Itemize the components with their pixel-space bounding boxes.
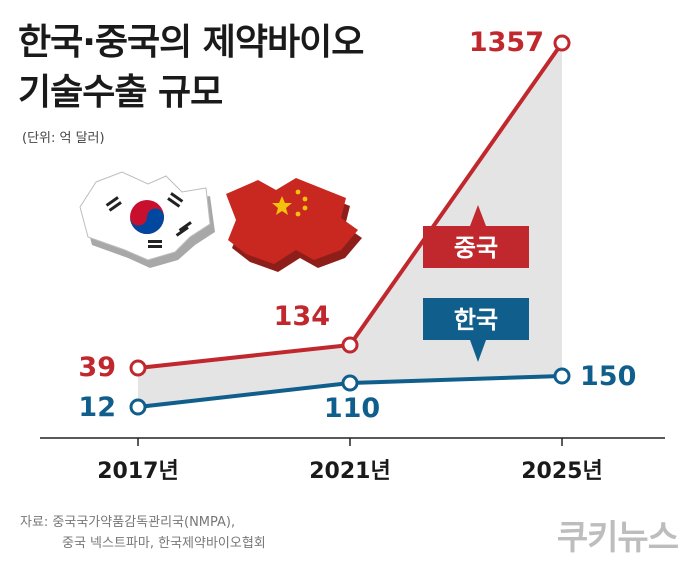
- data-label: 1357: [469, 27, 544, 58]
- source-note: 자료: 중국국가약품감독관리국(NMPA), 중국 넥스트파마, 한국제약바이오…: [20, 512, 266, 554]
- brand-logo-text: 쿠키뉴스: [556, 518, 679, 558]
- data-label: 150: [580, 361, 636, 392]
- data-label: 110: [324, 393, 380, 424]
- title-line-1: 한국·중국의 제약바이오: [18, 22, 364, 63]
- data-point: [553, 34, 571, 52]
- data-point: [129, 398, 147, 416]
- china-flag-puzzle-icon: [226, 178, 362, 272]
- x-tick-label: 2021년: [309, 459, 390, 484]
- data-point: [341, 374, 359, 392]
- title-line-2: 기술수출 규모: [18, 72, 223, 113]
- source-line-1: 자료: 중국국가약품감독관리국(NMPA),: [20, 515, 236, 530]
- x-tick-label: 2017년: [97, 459, 178, 484]
- chart-title: 한국·중국의 제약바이오 기술수출 규모: [18, 18, 364, 118]
- legend-korea: 한국: [423, 298, 529, 362]
- data-point: [129, 359, 147, 377]
- x-tick-label: 2025년: [521, 459, 602, 484]
- data-point: [553, 367, 571, 385]
- legend-korea-label: 한국: [454, 306, 498, 334]
- legend-china-box: [423, 226, 529, 268]
- source-line-2: 중국 넥스트파마, 한국제약바이오협회: [62, 536, 266, 551]
- korea-flag-puzzle-icon: [79, 171, 215, 268]
- legend-china: 중국: [423, 205, 529, 268]
- legend-china-label: 중국: [454, 234, 498, 262]
- data-point: [341, 336, 359, 354]
- data-label: 134: [274, 301, 330, 332]
- legend-korea-pointer: [470, 340, 486, 362]
- legend-china-pointer: [470, 205, 486, 226]
- legend-korea-box: [423, 298, 529, 340]
- data-label: 39: [78, 352, 116, 383]
- unit-label: (단위: 억 달러): [22, 131, 105, 146]
- data-label: 12: [78, 392, 116, 423]
